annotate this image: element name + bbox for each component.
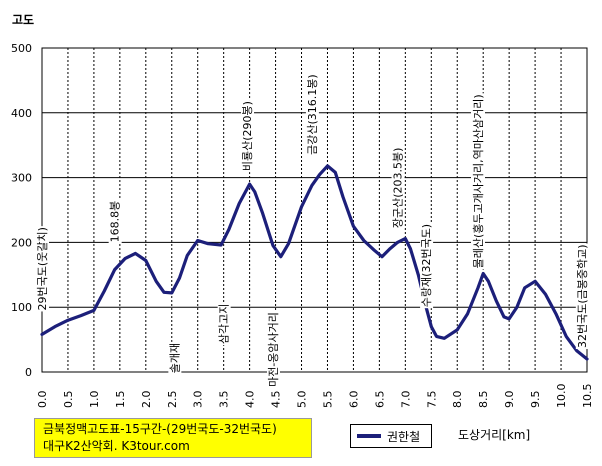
annotation-bg	[305, 73, 319, 156]
chart-title: 금북정맥고도표-15구간-(29번국도-32번국도)	[43, 422, 277, 436]
chart-credit: 대구K2산악회. K3tour.com	[43, 439, 190, 453]
annotation: 솔개재	[168, 341, 182, 375]
annotation-label: 32번국도(금봉중학교)	[576, 244, 589, 348]
annotation-label: 비룡산(290봉)	[241, 101, 254, 171]
x-tick-label: 8.5	[477, 391, 490, 409]
x-tick-label: 2.5	[166, 391, 179, 409]
annotation-bg	[471, 93, 485, 270]
legend-label: 권한철	[387, 429, 421, 444]
annotation-bg	[35, 226, 49, 312]
annotation: 삼각고지	[217, 302, 231, 346]
annotation-label: 168.8봉	[109, 201, 122, 243]
annotation: 마전-옹암사거리	[266, 311, 280, 388]
annotation-label: 수랑재(32번국도)	[420, 224, 433, 307]
x-tick-label: 8.0	[451, 391, 464, 409]
y-tick-label: 200	[11, 236, 32, 249]
y-axis-label: 고도	[12, 13, 34, 27]
x-tick-label: 3.5	[218, 391, 231, 409]
annotation-label: 마전-옹암사거리	[267, 312, 280, 387]
x-tick-label: 0.5	[62, 391, 75, 409]
x-tick-label: 9.0	[503, 391, 516, 409]
annotation: 장군산(203.5봉)	[391, 146, 405, 230]
plot-frame	[41, 47, 588, 373]
x-tick-label: 9.5	[529, 391, 542, 409]
x-tick-label: 4.5	[270, 391, 283, 409]
annotation-bg	[168, 341, 182, 375]
x-tick-label: 1.0	[88, 391, 101, 409]
x-tick-label: 0.0	[36, 391, 49, 409]
x-tick-label: 7.0	[399, 391, 412, 409]
y-tick-label: 400	[11, 107, 32, 120]
x-tick-label: 5.0	[296, 391, 309, 409]
x-tick-label: 5.5	[321, 391, 334, 409]
x-tick-label: 2.0	[140, 391, 153, 409]
annotation-label: 장군산(203.5봉)	[392, 148, 405, 229]
annotation: 비룡산(290봉)	[241, 100, 255, 173]
legend: 권한철	[350, 424, 432, 448]
annotation-bg	[391, 146, 405, 230]
x-tick-label: 3.0	[192, 391, 205, 409]
annotation: 물레산(홍두고개사거리,역마산삼거리)	[471, 93, 485, 270]
y-tick-label: 500	[11, 42, 32, 55]
annotation-bg	[217, 302, 231, 346]
annotation-bg	[266, 311, 280, 388]
annotation-label: 물레산(홍두고개사거리,역마산삼거리)	[471, 94, 485, 268]
annotation: 168.8봉	[108, 199, 122, 244]
legend-swatch	[357, 434, 381, 438]
y-tick-label: 300	[11, 172, 32, 185]
x-tick-label: 10.5	[581, 384, 594, 409]
annotation-label: 금강산(316.1봉)	[306, 74, 319, 155]
x-tick-label: 6.0	[347, 391, 360, 409]
annotation: 29번국도(웃갈치)	[35, 226, 49, 312]
y-tick-label: 0	[25, 366, 32, 379]
x-tick-label: 7.5	[425, 391, 438, 409]
chart-title-box: 금북정맥고도표-15구간-(29번국도-32번국도) 대구K2산악회. K3to…	[34, 418, 312, 458]
x-tick-label: 10.0	[555, 384, 568, 409]
annotation-bg	[575, 243, 589, 350]
annotation-bg	[108, 199, 122, 244]
annotation-bg	[420, 222, 434, 309]
annotation-label: 삼각고지	[218, 304, 231, 344]
x-tick-label: 1.5	[114, 391, 127, 409]
annotation: 32번국도(금봉중학교)	[575, 243, 589, 350]
x-tick-label: 4.0	[244, 391, 257, 409]
x-tick-label: 6.5	[373, 391, 386, 409]
y-tick-label: 100	[11, 301, 32, 314]
annotation: 수랑재(32번국도)	[420, 222, 434, 309]
annotation-label: 솔개재	[168, 343, 181, 373]
annotation-label: 29번국도(웃갈치)	[35, 227, 49, 310]
x-axis-label: 도상거리[km]	[458, 428, 531, 442]
annotation-bg	[241, 100, 255, 173]
series-line	[40, 164, 589, 361]
annotation: 금강산(316.1봉)	[305, 73, 319, 156]
